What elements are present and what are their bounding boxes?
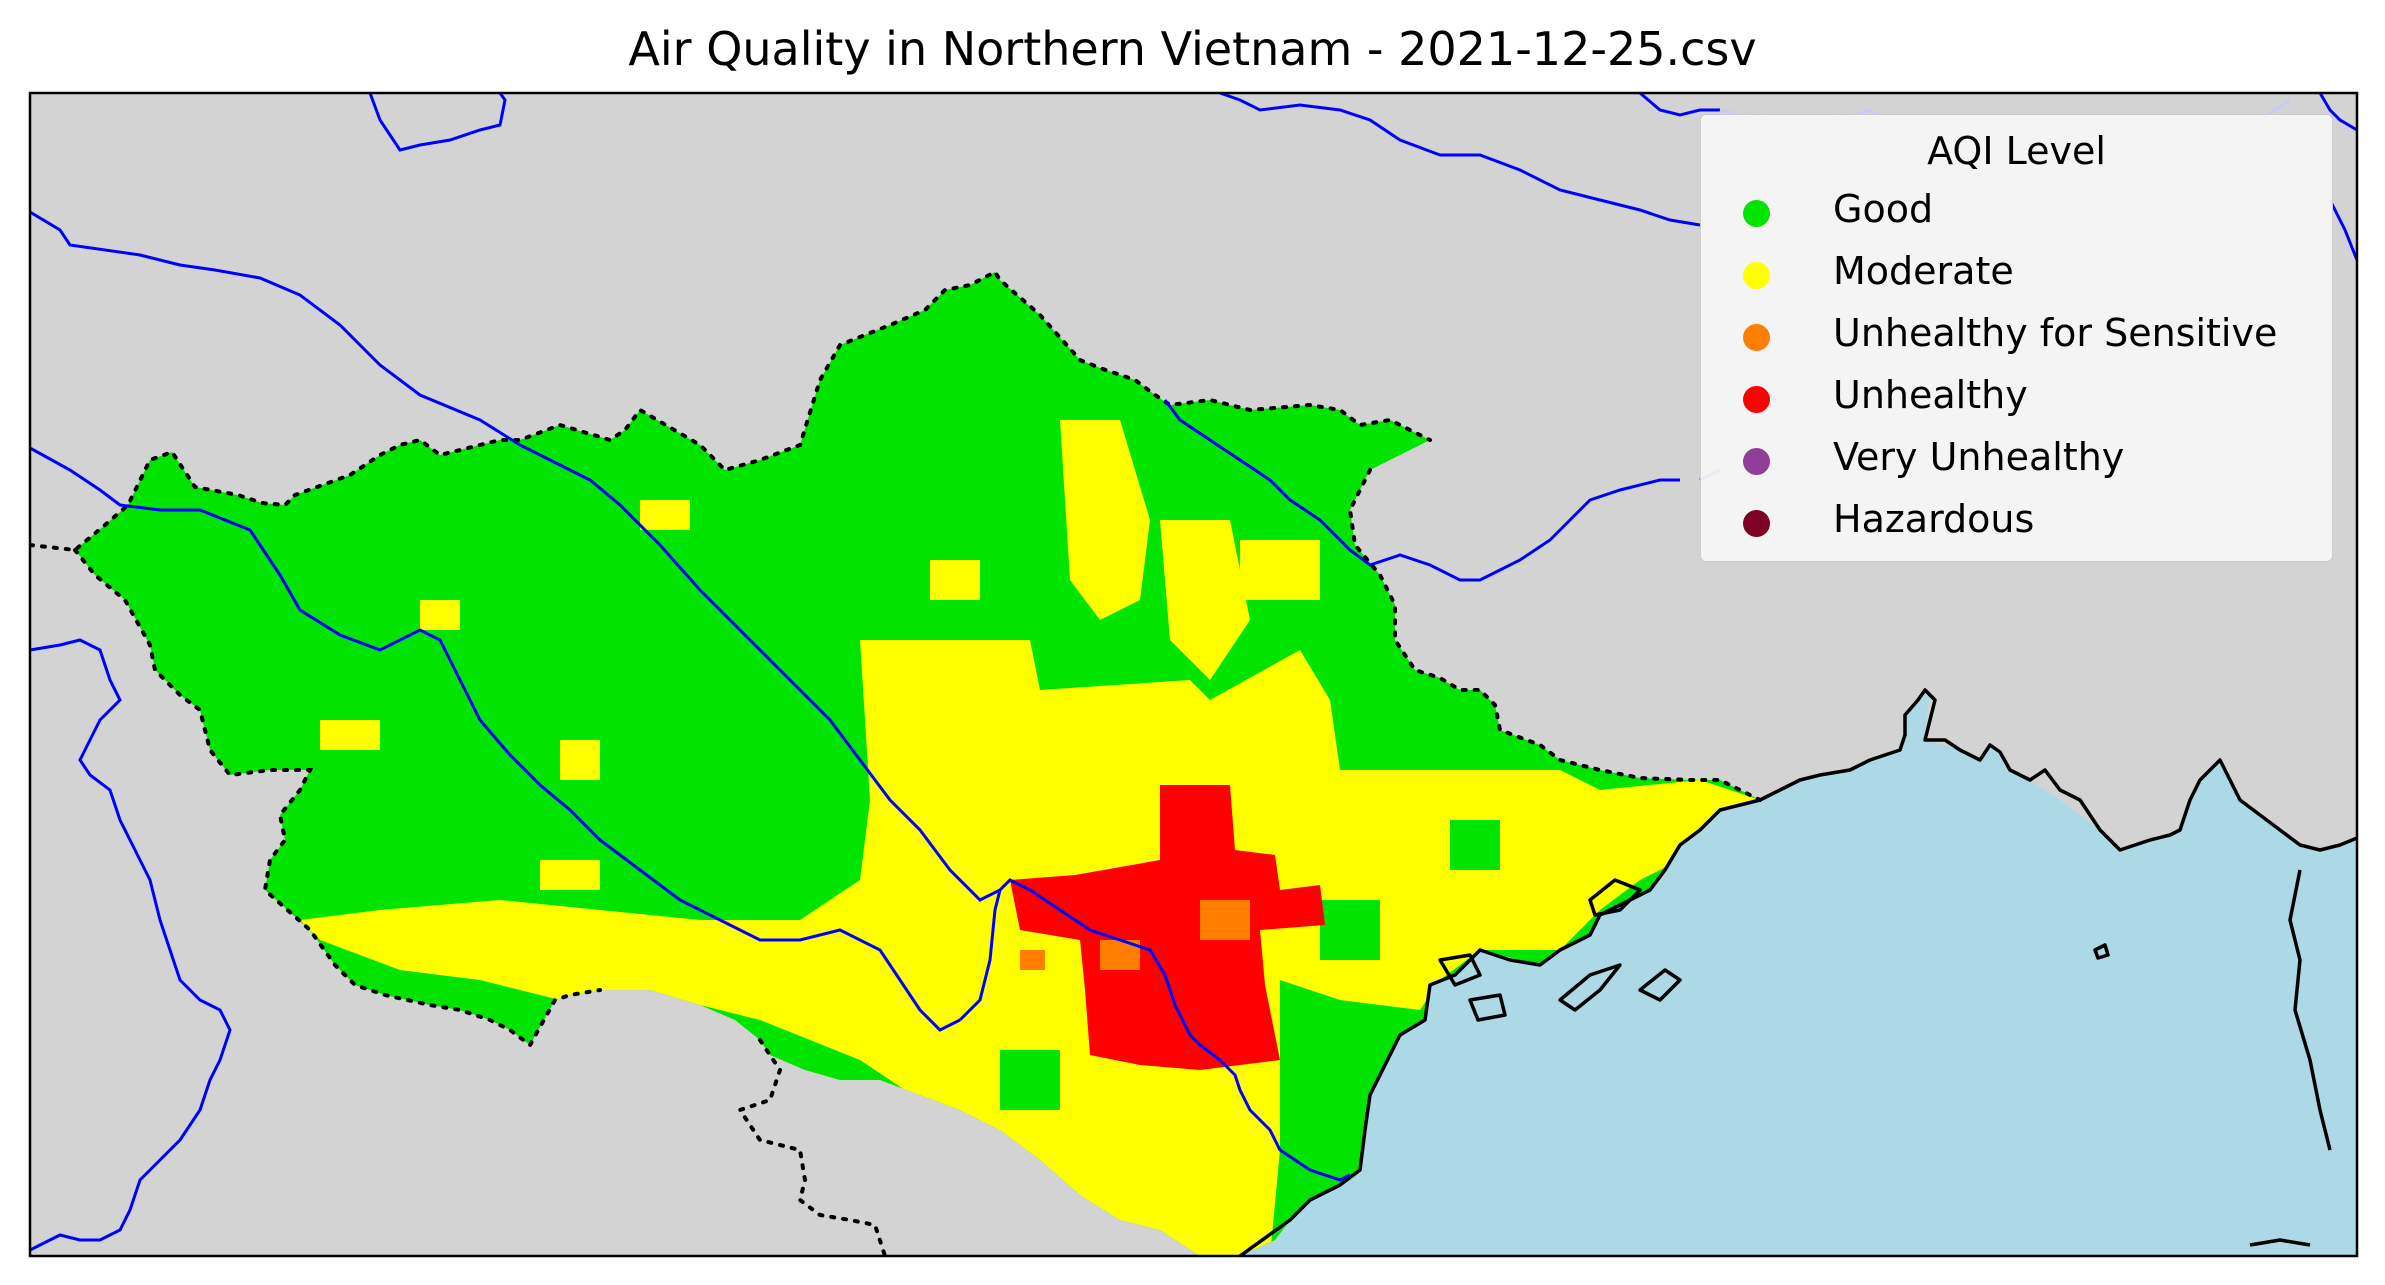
legend-label-hazardous: Hazardous xyxy=(1833,497,2035,541)
legend-label-unhealthy-sensitive: Unhealthy for Sensitive xyxy=(1833,311,2278,355)
legend-item-unhealthy: Unhealthy xyxy=(1701,367,2332,429)
legend-label-very-unhealthy: Very Unhealthy xyxy=(1833,435,2125,479)
gulf-of-tonkin xyxy=(1200,690,2357,1256)
regional-boundary xyxy=(30,269,1432,553)
legend-title: AQI Level xyxy=(1927,129,2106,173)
hazardous-marker-icon xyxy=(1743,510,1770,537)
legend-label-unhealthy: Unhealthy xyxy=(1833,373,2028,417)
eastern-boundary xyxy=(1347,468,1762,802)
map-frame xyxy=(28,91,2359,1258)
unhealthy-sensitive-marker-icon xyxy=(1743,324,1770,351)
legend-item-good: Good xyxy=(1701,181,2332,243)
map-title: Air Quality in Northern Vietnam - 2021-1… xyxy=(628,22,1757,76)
legend-item-moderate: Moderate xyxy=(1701,243,2332,305)
legend-item-unhealthy-sensitive: Unhealthy for Sensitive xyxy=(1701,305,2332,367)
coastline xyxy=(1238,688,2357,1256)
legend-label-good: Good xyxy=(1833,187,1934,231)
legend-label-moderate: Moderate xyxy=(1833,249,2014,293)
rivers-legend-edge xyxy=(2318,93,2357,261)
moderate-marker-icon xyxy=(1743,262,1770,289)
unhealthy-marker-icon xyxy=(1743,386,1770,413)
western-boundary xyxy=(73,548,602,1048)
good-marker-icon xyxy=(1743,200,1770,227)
legend-item-hazardous: Hazardous xyxy=(1701,491,2332,553)
legend-item-very-unhealthy: Very Unhealthy xyxy=(1701,429,2332,491)
very-unhealthy-marker-icon xyxy=(1743,448,1770,475)
southern-boundary xyxy=(736,1038,887,1256)
legend: AQI Level Good Moderate Unhealthy for Se… xyxy=(1700,114,2333,562)
